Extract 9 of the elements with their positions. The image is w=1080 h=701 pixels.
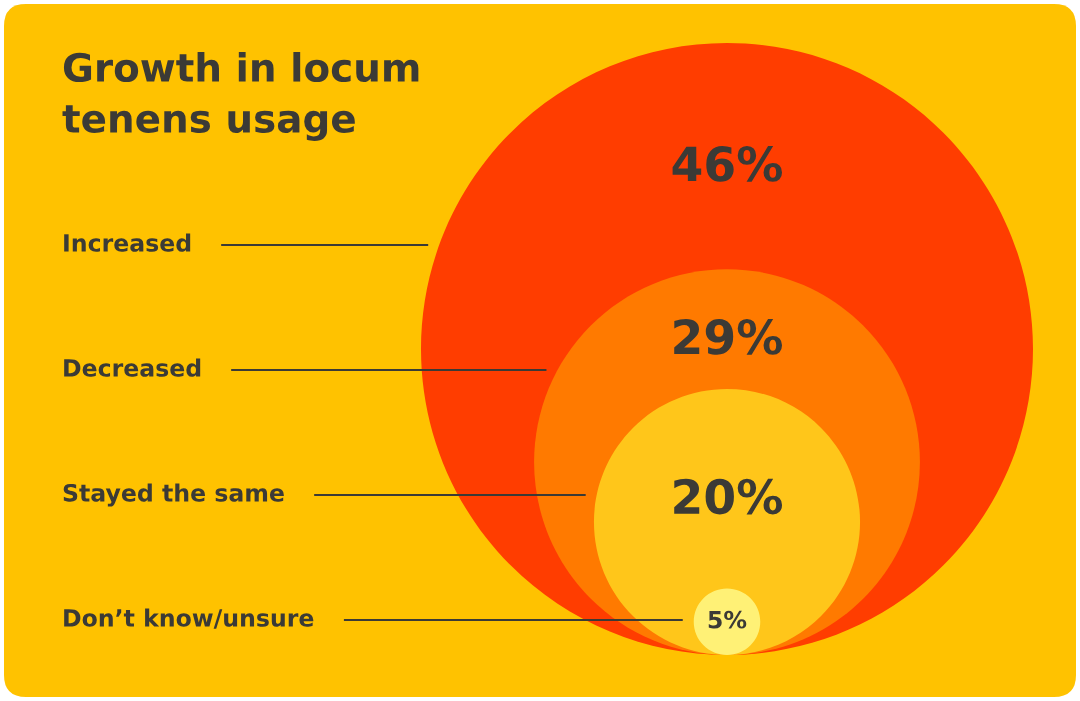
category-label: Stayed the same — [63, 483, 284, 507]
category-label: Decreased — [64, 358, 201, 377]
data-label: 5% — [708, 610, 747, 629]
data-label: 29% — [674, 319, 783, 355]
data-label: 20% — [674, 478, 783, 515]
data-label: 46% — [672, 146, 783, 182]
category-label: Don’t know/unsure — [64, 608, 314, 629]
category-label: Increased — [64, 233, 191, 252]
text: Growth in locum tenens usage — [62, 52, 419, 141]
